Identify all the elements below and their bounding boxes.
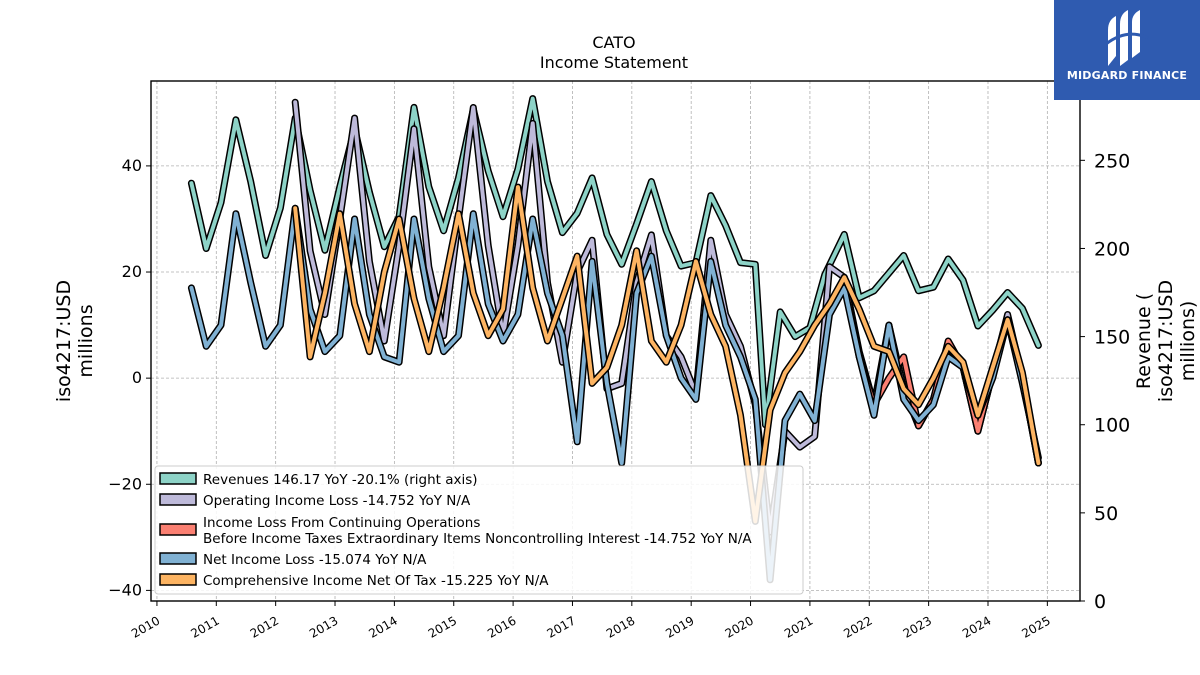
series-line <box>189 96 1041 427</box>
y-axis-label-right: Revenue (iso4217:USDmillions) <box>1133 280 1199 402</box>
legend: Revenues 146.17 YoY -20.1% (right axis) O… <box>154 465 804 595</box>
legend-swatch <box>159 493 197 506</box>
left-tick-label: 40 <box>122 156 142 175</box>
x-axis: 2010 2011 2012 2013 2014 2015 2016 2017 2018 2019… <box>129 601 1053 641</box>
right-tick-label: 100 <box>1094 415 1130 437</box>
chart-subtitle: Income Statement <box>540 53 688 72</box>
x-tick-label: 2014 <box>366 613 399 640</box>
legend-swatch <box>159 472 197 485</box>
left-tick-label: −40 <box>108 580 142 599</box>
midgard-logo: MIDGARD FINANCE <box>1054 0 1200 100</box>
series-line <box>293 185 1041 524</box>
x-tick-label: 2018 <box>604 613 637 640</box>
right-tick-label: 200 <box>1094 238 1130 260</box>
right-tick-label: 50 <box>1094 503 1118 525</box>
series-5 <box>291 183 1042 525</box>
left-axis: −40 −20 0 20 40 <box>108 156 151 599</box>
right-axis: 0 50 100 150 200 250 <box>1080 150 1130 613</box>
x-tick-label: 2010 <box>129 613 162 640</box>
legend-label: Net Income Loss -15.074 YoY N/A <box>203 552 427 568</box>
x-tick-label: 2024 <box>960 613 993 640</box>
x-tick-label: 2016 <box>485 613 518 640</box>
x-tick-label: 2021 <box>782 613 815 640</box>
x-tick-label: 2022 <box>841 613 874 640</box>
x-tick-label: 2020 <box>723 613 756 640</box>
right-tick-label: 150 <box>1094 327 1130 349</box>
midgard-logo-icon <box>1105 10 1149 66</box>
x-tick-label: 2019 <box>663 613 696 640</box>
x-tick-label: 2025 <box>1019 613 1052 640</box>
series-outline <box>187 95 1042 429</box>
legend-swatch <box>159 523 197 536</box>
legend-label: Income Loss From Continuing Operations Be… <box>203 515 752 547</box>
legend-swatch <box>159 573 197 586</box>
chart-title: CATO <box>592 33 635 52</box>
x-tick-label: 2017 <box>545 613 578 640</box>
y-axis-label-left: iso4217:USDmillions <box>53 280 97 402</box>
x-tick-label: 2015 <box>426 613 459 640</box>
left-tick-label: −20 <box>108 474 142 493</box>
legend-label: Comprehensive Income Net Of Tax -15.225 … <box>203 573 549 589</box>
x-tick-label: 2011 <box>188 613 221 640</box>
x-tick-label: 2023 <box>901 613 934 640</box>
series-1 <box>187 95 1042 429</box>
left-tick-label: 0 <box>132 368 142 387</box>
series-lines <box>187 95 1042 584</box>
right-tick-label: 0 <box>1094 591 1106 613</box>
legend-box <box>154 465 804 595</box>
x-tick-label: 2013 <box>307 613 340 640</box>
legend-swatch <box>159 552 197 565</box>
x-tick-label: 2012 <box>248 613 281 640</box>
plot-frame <box>150 80 1081 602</box>
right-tick-label: 250 <box>1094 150 1130 172</box>
legend-label: Revenues 146.17 YoY -20.1% (right axis) <box>203 472 478 488</box>
legend-label: Operating Income Loss -14.752 YoY N/A <box>203 493 471 509</box>
left-tick-label: 20 <box>122 262 142 281</box>
logo-text: MIDGARD FINANCE <box>1066 69 1188 82</box>
